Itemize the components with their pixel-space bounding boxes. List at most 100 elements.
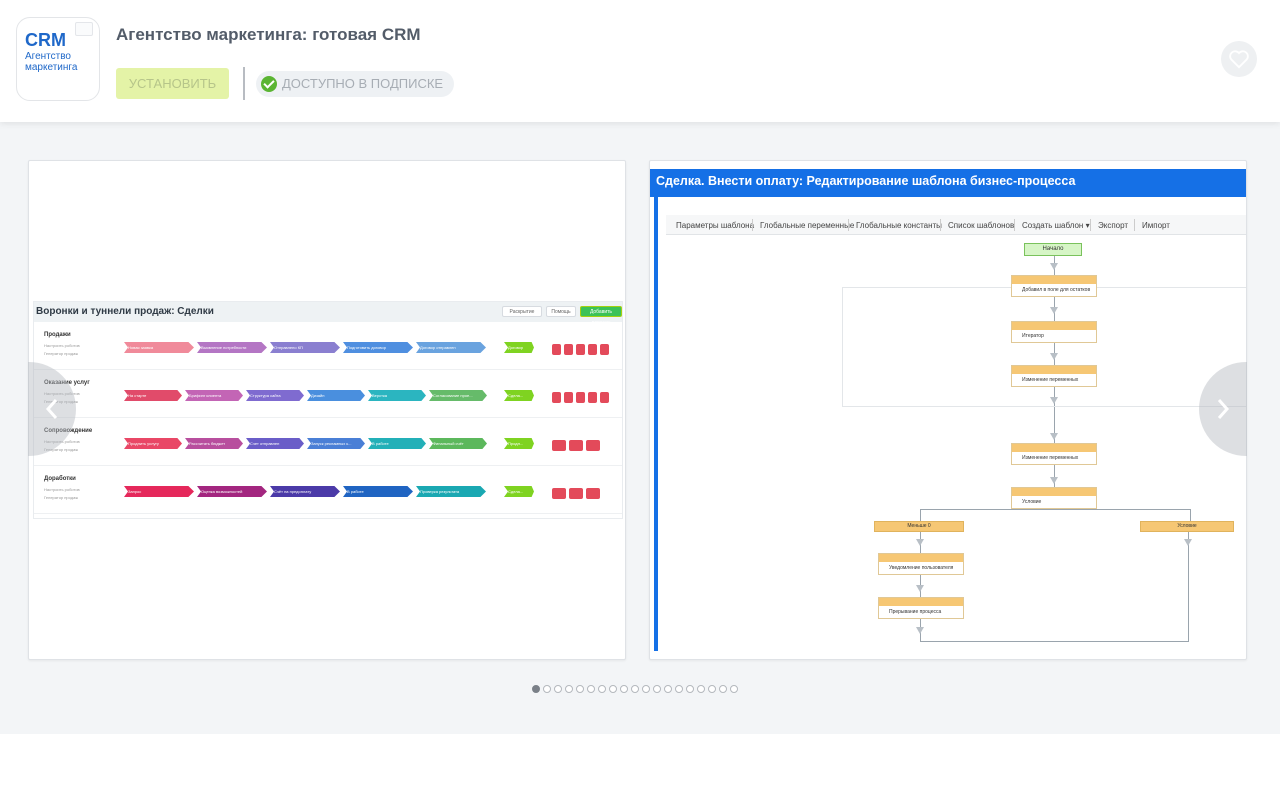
funnel-row-name: Оказание услуг xyxy=(44,380,90,386)
funnel-row: Доработки Настроить роботов Генератор прод… xyxy=(34,468,622,514)
bp-arrow xyxy=(1050,433,1058,440)
funnel-final-stage: Сдела... xyxy=(504,486,534,497)
pagination-dot[interactable] xyxy=(587,685,595,693)
funnel-final-stage: Продл... xyxy=(504,438,534,449)
bp-toolbar: Параметры шаблона Глобальные переменные Гл… xyxy=(666,215,1246,235)
pagination-dot[interactable] xyxy=(697,685,705,693)
gallery-slide-2[interactable]: Сделка. Внести оплату: Редактирование ша… xyxy=(649,160,1247,660)
bp-connector xyxy=(1190,509,1191,521)
bp-toolbar-separator xyxy=(940,219,941,231)
avatar xyxy=(564,392,573,403)
pagination-dot[interactable] xyxy=(565,685,573,693)
avatar xyxy=(569,440,583,451)
funnel-help-button: Помощь xyxy=(546,306,576,317)
bp-connector xyxy=(920,641,1189,642)
bp-loop-frame xyxy=(842,287,1246,407)
bp-start-node: Начало xyxy=(1024,243,1082,256)
funnel-final-stage: Договор xyxy=(504,342,534,353)
funnel-stage: На старте xyxy=(124,390,182,401)
funnel-stage: Подготовить договор xyxy=(343,342,413,353)
funnel-stage: Согласование прое... xyxy=(429,390,487,401)
funnel-stage: Запуск рекламных к... xyxy=(307,438,365,449)
bp-block: Изменение переменных xyxy=(1011,443,1097,465)
bp-toolbar-separator xyxy=(1090,219,1091,231)
pagination-dot[interactable] xyxy=(576,685,584,693)
screenshot-gallery: Воронки и туннели продаж: Сделки Раскрыт… xyxy=(0,122,1280,734)
pagination-dot[interactable] xyxy=(543,685,551,693)
funnel-screenshot: Воронки и туннели продаж: Сделки Раскрыт… xyxy=(33,301,623,519)
funnel-row-name: Продажи xyxy=(44,332,71,338)
pagination-dot[interactable] xyxy=(675,685,683,693)
bp-arrow xyxy=(916,539,924,546)
bp-arrow xyxy=(1050,397,1058,404)
avatar xyxy=(588,344,597,355)
bp-connector xyxy=(1188,532,1189,642)
funnel-stage: Рассчитать бюджет xyxy=(185,438,243,449)
avatar xyxy=(569,488,583,499)
pagination-dot[interactable] xyxy=(554,685,562,693)
pagination-dot[interactable] xyxy=(730,685,738,693)
check-icon xyxy=(261,76,277,92)
heart-icon xyxy=(1229,50,1249,69)
bp-connector xyxy=(920,509,1190,510)
bp-block: Итератор xyxy=(1011,321,1097,343)
funnel-row: Продажи Настроить роботов Генератор продаж… xyxy=(34,324,622,370)
avatar xyxy=(552,440,566,451)
funnel-stage: Структура сайта xyxy=(246,390,304,401)
avatar xyxy=(576,392,585,403)
pagination-dot[interactable] xyxy=(620,685,628,693)
funnel-stage: Верстка xyxy=(368,390,426,401)
install-button[interactable]: УСТАНОВИТЬ xyxy=(116,68,229,99)
pagination-dot[interactable] xyxy=(719,685,727,693)
funnel-stage: Счёт на предоплату xyxy=(270,486,340,497)
funnel-title: Воронки и туннели продаж: Сделки xyxy=(36,306,214,317)
avatar xyxy=(564,344,573,355)
funnel-avatars xyxy=(552,486,603,499)
bp-toolbar-separator xyxy=(1014,219,1015,231)
pagination-dot[interactable] xyxy=(631,685,639,693)
funnel-expand-button: Раскрытие xyxy=(502,306,542,317)
favorite-button[interactable] xyxy=(1221,41,1257,77)
bp-toolbar-item: Экспорт xyxy=(1098,221,1129,230)
bp-toolbar-separator xyxy=(1134,219,1135,231)
bp-block: Уведомление пользователя xyxy=(878,553,964,575)
subscription-label: ДОСТУПНО В ПОДПИСКЕ xyxy=(282,76,444,91)
bp-title: Сделка. Внести оплату: Редактирование ша… xyxy=(656,174,1076,188)
funnel-stage: Проверка результата xyxy=(416,486,486,497)
avatar xyxy=(576,344,585,355)
chevron-right-icon xyxy=(1217,399,1230,419)
pagination-dot[interactable] xyxy=(686,685,694,693)
pagination-dot[interactable] xyxy=(642,685,650,693)
gallery-slide-1[interactable]: Воронки и туннели продаж: Сделки Раскрыт… xyxy=(28,160,626,660)
avatar xyxy=(552,392,561,403)
funnel-avatars xyxy=(552,342,612,355)
funnel-row: Сопровождение Настроить роботов Генератор … xyxy=(34,420,622,466)
bp-toolbar-item: Глобальные константы xyxy=(856,221,942,230)
logo-subtitle: Агентство маркетинга xyxy=(25,51,78,73)
funnel-row-meta: Настроить роботов Генератор продаж xyxy=(44,439,80,452)
pagination-dot[interactable] xyxy=(708,685,716,693)
pagination-dot[interactable] xyxy=(653,685,661,693)
bp-arrow xyxy=(916,585,924,592)
funnel-stage: В работе xyxy=(343,486,413,497)
pagination-dot[interactable] xyxy=(664,685,672,693)
bp-toolbar-separator xyxy=(752,219,753,231)
avatar xyxy=(600,392,609,403)
bp-toolbar-separator xyxy=(848,219,849,231)
bp-arrow xyxy=(1184,539,1192,546)
avatar xyxy=(586,440,600,451)
bp-block: Добавил в поле для остатков xyxy=(1011,275,1097,297)
funnel-stage: Отправлено КП xyxy=(270,342,340,353)
bp-arrow xyxy=(1050,353,1058,360)
avatar xyxy=(552,488,566,499)
pagination-dot[interactable] xyxy=(609,685,617,693)
funnel-row-name: Сопровождение xyxy=(44,428,93,434)
app-title: Агентство маркетинга: готовая CRM xyxy=(116,25,421,44)
funnel-avatars xyxy=(552,438,603,451)
funnel-stage: Новая заявка xyxy=(124,342,194,353)
bp-arrow xyxy=(1050,307,1058,314)
bp-arrow xyxy=(916,627,924,634)
pagination-dot[interactable] xyxy=(598,685,606,693)
bp-condition-block: Условие xyxy=(1011,487,1097,509)
pagination-dot[interactable] xyxy=(532,685,540,693)
